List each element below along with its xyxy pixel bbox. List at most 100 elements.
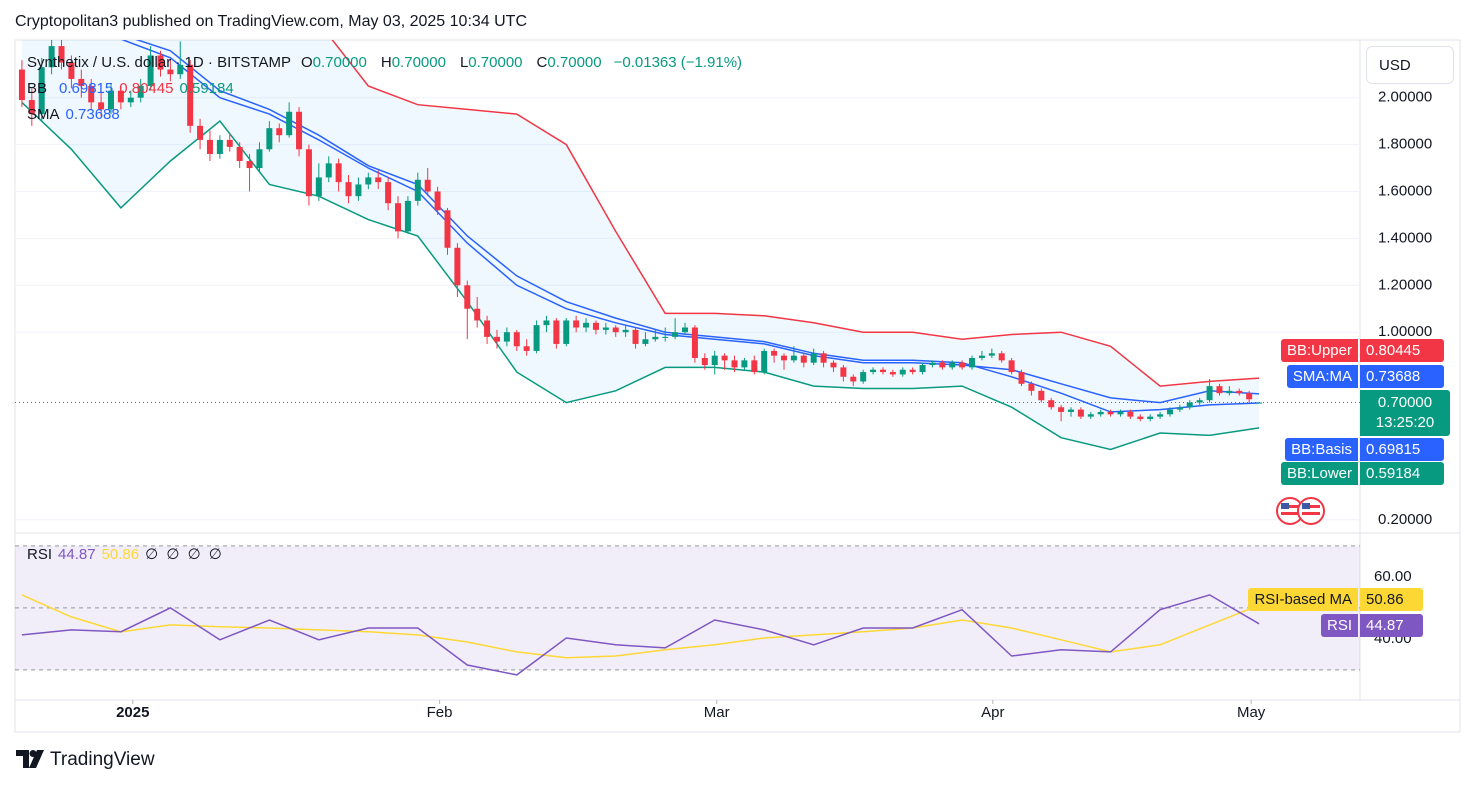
candle-body [523, 346, 530, 351]
candle-body [879, 369, 886, 373]
y-tick-label: 1.80000 [1378, 136, 1432, 153]
candle-body [1196, 400, 1203, 403]
candle-body [226, 139, 233, 147]
y-tick-label: 1.40000 [1378, 229, 1432, 246]
candle-body [1137, 416, 1144, 419]
x-tick-label: Feb [427, 704, 453, 721]
candle-body [622, 329, 629, 333]
series-name-label: BB:Basis [1285, 438, 1358, 461]
candle-body [1236, 390, 1243, 394]
candle-body [731, 360, 738, 368]
candle-body [58, 46, 65, 63]
indicator-value: 44.87 [58, 545, 96, 563]
candle-body [909, 369, 916, 373]
candle-body [315, 177, 322, 197]
x-tick-label: Apr [981, 704, 1004, 721]
rsi-pane [15, 545, 1360, 676]
placeholders: ∅ ∅ ∅ ∅ [145, 546, 224, 563]
y-tick-label: 2.00000 [1378, 89, 1432, 106]
candle-body [1008, 360, 1015, 373]
indicator-value: 50.86 [101, 545, 140, 563]
candle-body [256, 149, 263, 169]
currency-button[interactable]: USD [1366, 46, 1454, 84]
candle-body [1038, 390, 1045, 401]
series-name-label: BB:Lower [1280, 462, 1358, 485]
candle-body [1226, 390, 1233, 394]
candle-body [424, 179, 431, 192]
candle-body [503, 332, 510, 342]
candle-body [672, 332, 679, 337]
series-value-label: 44.87 [1360, 614, 1423, 637]
sma-legend: SMA 0.73688 [27, 106, 120, 123]
candle-body [998, 353, 1005, 361]
candle-body [1157, 414, 1164, 417]
candle-body [969, 357, 976, 368]
y-tick-label: 0.20000 [1378, 511, 1432, 528]
candle-body [28, 100, 35, 115]
candle-body [18, 69, 25, 101]
flag-icons [1276, 497, 1325, 525]
candle-body [187, 64, 194, 126]
candle-body [246, 161, 253, 169]
indicator-line [331, 40, 1260, 387]
candle-body [414, 179, 421, 201]
x-tick-label: May [1237, 704, 1266, 721]
candle-body [988, 353, 995, 356]
candle-body [167, 69, 174, 75]
candle-body [1206, 386, 1213, 401]
candle-body [305, 149, 312, 197]
candle-body [444, 210, 451, 248]
candle-body [780, 355, 787, 361]
candle-body [216, 139, 223, 154]
candle-body [117, 90, 124, 103]
candle-body [939, 362, 946, 368]
ohlc-value: 0.70000 [391, 54, 446, 71]
candle-body [850, 376, 857, 382]
countdown: 13:25:20 [1375, 414, 1435, 431]
candle-body [276, 128, 283, 136]
candle-body [563, 320, 570, 344]
candle-body [1216, 386, 1223, 394]
candle-body [602, 327, 609, 330]
series-name-label: RSI-based MA [1248, 588, 1358, 611]
candle-body [860, 372, 867, 382]
candle-body [642, 339, 649, 344]
candle-body [810, 353, 817, 363]
candle-body [78, 78, 85, 86]
last-price: 0.70000 [1377, 394, 1433, 411]
change: −0.01363 (−1.91%) [613, 54, 743, 71]
candle-body [889, 372, 896, 375]
indicator-value: 0.80445 [119, 80, 174, 97]
candle-body [434, 191, 441, 211]
candle-body [454, 247, 461, 286]
candle-body [1087, 414, 1094, 417]
candle-body [1048, 400, 1055, 408]
candle-body [959, 362, 966, 368]
y-tick-label: 60.00 [1374, 568, 1412, 585]
candle-body [751, 360, 758, 373]
candle-body [206, 139, 213, 154]
candle-body [395, 203, 402, 232]
symbol-title: Synthetix / U.S. dollar · 1D · BITSTAMP [27, 54, 291, 71]
candle-body [236, 146, 243, 162]
candle-body [553, 320, 560, 344]
indicator-name: RSI [27, 545, 53, 563]
x-tick-label: 2025 [116, 704, 149, 721]
candle-body [286, 111, 293, 136]
candle-body [1186, 402, 1193, 408]
candle-body [404, 200, 411, 232]
brand: TradingView [50, 749, 155, 770]
candle-body [365, 177, 372, 185]
candle-body [177, 64, 184, 75]
ohlc-value: 0.70000 [547, 54, 602, 71]
candle-body [691, 327, 698, 358]
candle-body [1028, 383, 1035, 391]
candle-body [493, 336, 500, 342]
candle-body [919, 365, 926, 373]
candle-body [632, 329, 639, 344]
candle-body [533, 325, 540, 351]
indicator-name: SMA [27, 106, 60, 123]
candle-body [820, 353, 827, 363]
candle-body [464, 285, 471, 309]
